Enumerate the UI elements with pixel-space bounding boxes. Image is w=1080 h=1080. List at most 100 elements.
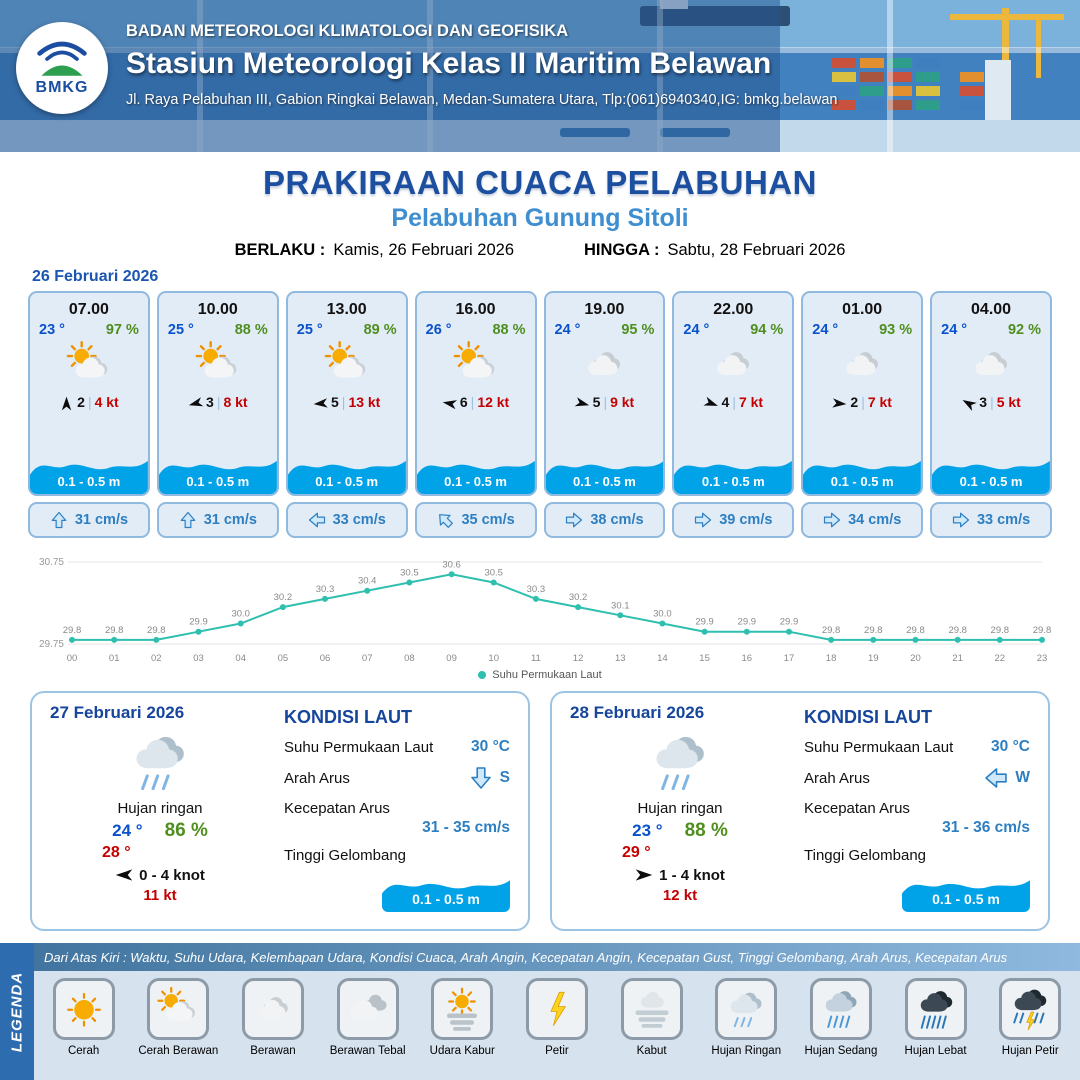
wind-info: 5 | 9 kt: [574, 394, 634, 411]
current-speed: 33 cm/s: [332, 512, 386, 528]
svg-text:23: 23: [1037, 653, 1048, 664]
svg-text:17: 17: [784, 653, 795, 664]
current-speed: 31 cm/s: [203, 512, 257, 528]
wave-height-band: 0.1 - 0.5 m: [30, 448, 148, 494]
svg-text:30.6: 30.6: [442, 559, 461, 570]
hujan-lebat-icon: [904, 978, 967, 1040]
wind-info: 6 | 12 kt: [442, 394, 509, 411]
legend-item-label: Berawan: [250, 1045, 296, 1057]
daily-panel-day1: 27 Februari 2026 Hujan ringan 24 ° 86 % …: [30, 691, 530, 931]
wave-height-value: 0.1 - 0.5 m: [57, 474, 121, 489]
forecast-time: 01.00: [842, 301, 883, 318]
legend-side-band: LEGENDA: [0, 943, 34, 1080]
svg-text:16: 16: [742, 653, 753, 664]
daily-humidity: 88 %: [684, 820, 728, 841]
svg-text:29.9: 29.9: [780, 617, 799, 628]
daily-temp-min: 24 °: [112, 821, 143, 840]
forecast-time: 16.00: [455, 301, 496, 318]
wave-height-label: Tinggi Gelombang: [804, 847, 927, 864]
svg-text:11: 11: [531, 653, 541, 664]
svg-text:30.3: 30.3: [527, 584, 546, 595]
wind-gust: 12 kt: [477, 394, 510, 411]
bmkg-logo-mark: [37, 41, 87, 76]
hourly-card-main: 13.00 25 ° 89 % 5 | 13 kt 0.1 - 0.5 m: [285, 291, 408, 496]
header: BMKG BADAN METEOROLOGI KLIMATOLOGI DAN G…: [0, 0, 1080, 152]
legend-item: Petir: [512, 978, 602, 1058]
hourly-card-main: 01.00 24 ° 93 % 2 | 7 kt 0.1 - 0.5 m: [801, 291, 924, 496]
hourly-forecast-card: 22.00 24 ° 94 % 4 | 7 kt 0.1 - 0.5 m 39 …: [672, 291, 795, 538]
wind-info: 2 | 7 kt: [832, 394, 892, 411]
legend-item-label: Udara Kabur: [429, 1045, 495, 1057]
legend-item-label: Hujan Ringan: [711, 1045, 782, 1057]
legend-item: Hujan Petir: [985, 978, 1075, 1058]
air-temperature: 24 °: [941, 322, 968, 338]
current-speed-value: 31 - 35 cm/s: [422, 819, 510, 836]
forecast-time: 10.00: [197, 301, 238, 318]
wind-gust: 5 kt: [996, 394, 1021, 411]
daily-temp-min: 23 °: [632, 821, 663, 840]
forecast-time: 13.00: [326, 301, 367, 318]
wind-direction-icon: [313, 394, 328, 411]
valid-to-label: HINGGA :: [584, 241, 660, 259]
divider: |: [341, 394, 346, 411]
wave-height-value: 0.1 - 0.5 m: [186, 474, 250, 489]
relative-humidity: 88 %: [234, 322, 268, 338]
hourly-card-main: 22.00 24 ° 94 % 4 | 7 kt 0.1 - 0.5 m: [672, 291, 795, 496]
petir-icon: [525, 978, 588, 1040]
svg-text:30.75: 30.75: [39, 557, 64, 568]
wind-speed: 4: [721, 394, 730, 411]
wind-gust: 13 kt: [348, 394, 381, 411]
daily-temp-max: 29 °: [622, 844, 651, 861]
wind-direction-icon: [442, 394, 457, 411]
legend-item-label: Kabut: [636, 1045, 667, 1057]
relative-humidity: 97 %: [105, 322, 139, 338]
legend-item-label: Hujan Petir: [1001, 1045, 1059, 1057]
svg-text:07: 07: [362, 653, 373, 664]
cerah-berawan-icon: [147, 978, 210, 1040]
wave-height-band: 0.1 - 0.5 m: [674, 448, 793, 494]
hourly-forecast-card: 07.00 23 ° 97 % 2 | 4 kt 0.1 - 0.5 m 31 …: [28, 291, 150, 538]
wind-direction-icon: [574, 394, 590, 411]
wind-speed: 2: [850, 394, 859, 411]
divider: |: [861, 394, 865, 411]
svg-text:10: 10: [488, 653, 499, 664]
wave-height-band: 0.1 - 0.5 m: [416, 448, 535, 494]
svg-text:05: 05: [278, 653, 289, 664]
sea-conditions-title: KONDISI LAUT: [804, 707, 932, 727]
air-temperature: 24 °: [812, 322, 839, 338]
kabut-icon: [620, 978, 683, 1040]
hourly-date-label: 26 Februari 2026: [32, 268, 159, 285]
legend-section: LEGENDA Dari Atas Kiri : Waktu, Suhu Uda…: [0, 943, 1080, 1080]
wind-speed: 5: [331, 394, 339, 411]
current-direction-icon: [308, 511, 326, 529]
wave-height-value: 0.1 - 0.5 m: [444, 474, 507, 489]
weather-condition-icon: [187, 339, 249, 391]
current-direction-icon: [694, 511, 712, 529]
svg-text:08: 08: [404, 653, 415, 664]
sea-current-box: 34 cm/s: [801, 502, 924, 538]
title-section: PRAKIRAAN CUACA PELABUHAN Pelabuhan Gunu…: [0, 152, 1080, 260]
hujan-sedang-icon: [809, 978, 872, 1040]
hujan-ringan-icon: [715, 978, 778, 1040]
divider: |: [87, 394, 92, 411]
svg-text:29.9: 29.9: [189, 617, 208, 628]
valid-to-value: Sabtu, 28 Februari 2026: [667, 241, 846, 259]
hourly-forecast-card: 16.00 26 ° 88 % 6 | 12 kt 0.1 - 0.5 m 35…: [414, 291, 537, 538]
sea-current-box: 33 cm/s: [285, 502, 408, 538]
wave-height-band: 0.1 - 0.5 m: [287, 448, 406, 494]
sea-current-box: 38 cm/s: [543, 502, 666, 538]
sea-current-box: 31 cm/s: [156, 502, 279, 538]
daily-temp-max: 28 °: [102, 844, 131, 861]
relative-humidity: 88 %: [492, 322, 526, 338]
svg-text:29.8: 29.8: [105, 625, 124, 636]
hourly-forecast-card: 10.00 25 ° 88 % 3 | 8 kt 0.1 - 0.5 m 31 …: [156, 291, 279, 538]
wind-speed: 3: [206, 394, 214, 411]
current-direction-icon: [50, 511, 68, 529]
bmkg-logo-text: BMKG: [35, 78, 89, 96]
current-direction-icon: [984, 766, 1008, 790]
legend-item: Berawan Tebal: [323, 978, 413, 1058]
svg-text:29.8: 29.8: [948, 625, 967, 636]
legend-item-label: Hujan Lebat: [904, 1045, 967, 1057]
hourly-forecast-card: 04.00 24 ° 92 % 3 | 5 kt 0.1 - 0.5 m 33 …: [930, 291, 1052, 538]
